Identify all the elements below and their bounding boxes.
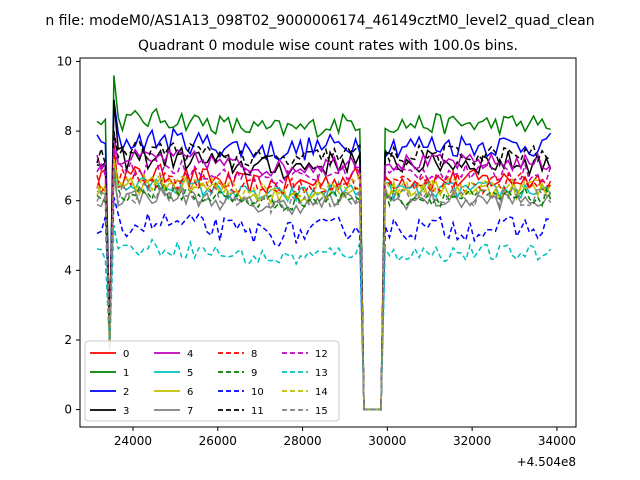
x-tick-label: 28000 <box>283 434 321 448</box>
legend-box <box>84 340 340 422</box>
legend-label-11: 11 <box>251 406 264 417</box>
series-line-6 <box>96 158 552 411</box>
y-tick-label: 0 <box>64 403 72 417</box>
legend-label-10: 10 <box>251 387 264 398</box>
legend-label-14: 14 <box>315 387 328 398</box>
legend-label-3: 3 <box>123 406 129 417</box>
x-tick-label: 30000 <box>368 434 406 448</box>
series-line-4 <box>96 131 552 411</box>
series-line-12 <box>96 148 552 411</box>
y-axis: 0 2 4 6 8 10 <box>57 54 80 417</box>
x-axis: 24000 26000 28000 30000 32000 34000 <box>114 427 576 448</box>
legend-label-7: 7 <box>187 406 193 417</box>
legend-label-4: 4 <box>187 349 193 360</box>
series-line-2 <box>96 99 552 411</box>
plot-frame <box>79 57 577 428</box>
chart-title: Quadrant 0 module wise count rates with … <box>138 38 518 54</box>
legend-label-9: 9 <box>251 368 257 379</box>
series-line-8 <box>96 155 551 411</box>
y-tick-label: 10 <box>57 54 72 68</box>
legend-label-13: 13 <box>315 368 328 379</box>
legend-label-6: 6 <box>187 387 193 398</box>
x-offset-label: +4.504e8 <box>517 455 576 469</box>
legend-label-15: 15 <box>315 406 328 417</box>
x-tick-label: 24000 <box>114 434 152 448</box>
suptitle: n file: modeM0/AS1A13_098T02_9000006174_… <box>45 13 594 29</box>
series-line-7 <box>96 172 552 411</box>
y-tick-label: 2 <box>64 333 72 347</box>
series-layer <box>96 75 552 411</box>
series-line-14 <box>96 158 551 411</box>
legend-label-8: 8 <box>251 349 257 360</box>
series-line-1 <box>96 75 551 411</box>
legend-label-12: 12 <box>315 349 328 360</box>
legend-label-0: 0 <box>123 349 129 360</box>
legend-label-2: 2 <box>123 387 129 398</box>
series-line-15 <box>96 169 552 411</box>
x-tick-label: 32000 <box>453 434 491 448</box>
x-tick-label: 26000 <box>199 434 237 448</box>
series-line-9 <box>96 165 552 411</box>
x-tick-label: 34000 <box>538 434 576 448</box>
series-line-11 <box>96 130 552 411</box>
y-tick-label: 4 <box>64 263 72 277</box>
legend-label-1: 1 <box>123 368 129 379</box>
series-line-13 <box>96 224 552 411</box>
y-tick-label: 6 <box>64 194 72 208</box>
legend-label-5: 5 <box>187 368 193 379</box>
series-line-10 <box>96 197 551 411</box>
y-tick-label: 8 <box>64 124 72 138</box>
